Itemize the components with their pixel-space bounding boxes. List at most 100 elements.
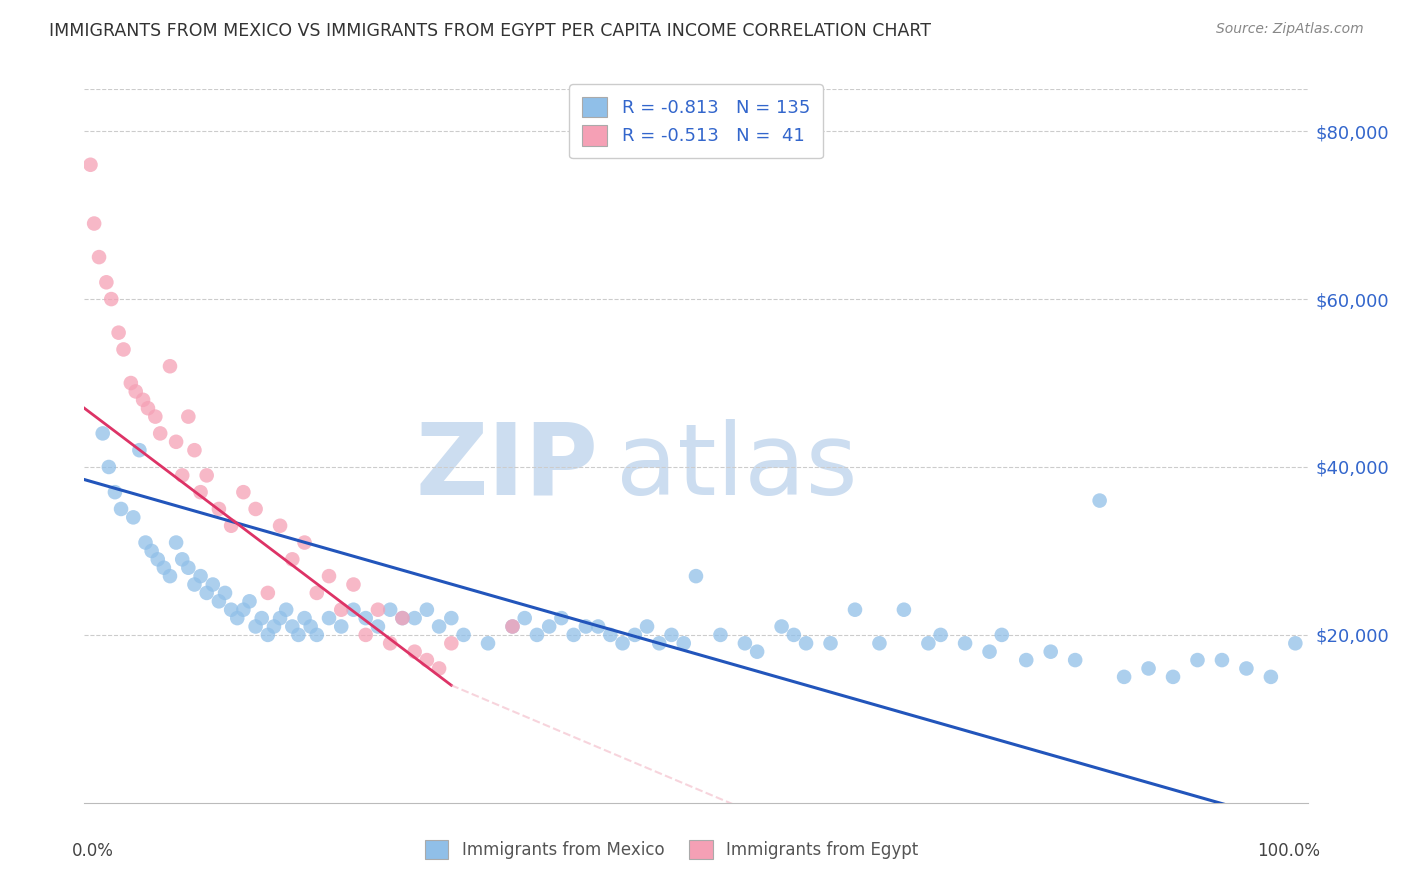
Point [107,326,129,340]
Text: 100.0%: 100.0% [1257,842,1320,860]
Point [380,603,402,617]
Point [709,628,731,642]
Point [83,217,105,231]
Point [427,619,450,633]
Point [794,636,817,650]
Text: Source: ZipAtlas.com: Source: ZipAtlas.com [1216,22,1364,37]
Point [318,569,340,583]
Point [287,628,309,642]
Point [330,603,353,617]
Point [404,611,426,625]
Point [612,636,634,650]
Point [208,502,231,516]
Point [190,485,212,500]
Point [177,409,200,424]
Point [575,619,598,633]
Point [538,619,561,633]
Point [79,158,101,172]
Point [250,611,273,625]
Point [991,628,1014,642]
Point [91,426,114,441]
Point [110,502,132,516]
Point [153,560,176,574]
Legend: Immigrants from Mexico, Immigrants from Egypt: Immigrants from Mexico, Immigrants from … [418,833,925,866]
Point [190,569,212,583]
Point [281,619,304,633]
Point [380,636,402,650]
Point [747,645,769,659]
Point [820,636,842,650]
Point [122,510,145,524]
Point [165,434,187,449]
Point [599,628,621,642]
Point [294,535,316,549]
Point [214,586,236,600]
Point [232,485,254,500]
Point [502,619,524,633]
Point [269,611,291,625]
Point [177,560,200,574]
Point [416,653,439,667]
Point [97,460,120,475]
Point [269,518,291,533]
Point [1064,653,1087,667]
Point [232,603,254,617]
Point [342,577,364,591]
Point [513,611,536,625]
Point [226,611,249,625]
Point [893,603,915,617]
Point [391,611,413,625]
Point [404,645,426,659]
Point [1284,636,1306,650]
Point [502,619,524,633]
Point [1137,661,1160,675]
Text: 0.0%: 0.0% [72,842,114,860]
Point [562,628,585,642]
Point [132,392,155,407]
Point [299,619,322,633]
Point [305,628,328,642]
Point [112,343,135,357]
Point [770,619,793,633]
Point [183,577,205,591]
Point [159,359,181,374]
Text: IMMIGRANTS FROM MEXICO VS IMMIGRANTS FROM EGYPT PER CAPITA INCOME CORRELATION CH: IMMIGRANTS FROM MEXICO VS IMMIGRANTS FRO… [49,22,931,40]
Point [917,636,939,650]
Point [100,292,122,306]
Point [245,502,267,516]
Point [245,619,267,633]
Point [146,552,169,566]
Point [1039,645,1062,659]
Point [844,603,866,617]
Point [159,569,181,583]
Point [783,628,806,642]
Point [183,443,205,458]
Point [208,594,231,608]
Point [136,401,159,416]
Point [427,661,450,675]
Point [1114,670,1136,684]
Point [141,544,163,558]
Point [219,518,242,533]
Point [953,636,976,650]
Point [1211,653,1233,667]
Point [1187,653,1209,667]
Point [586,619,609,633]
Point [172,552,194,566]
Text: atlas: atlas [616,419,858,516]
Point [354,628,377,642]
Point [342,603,364,617]
Point [330,619,353,633]
Point [1088,493,1111,508]
Point [172,468,194,483]
Point [1015,653,1038,667]
Point [685,569,707,583]
Point [195,586,218,600]
Point [672,636,695,650]
Point [96,275,118,289]
Point [149,426,172,441]
Point [648,636,671,650]
Point [263,619,285,633]
Point [1161,670,1184,684]
Point [636,619,658,633]
